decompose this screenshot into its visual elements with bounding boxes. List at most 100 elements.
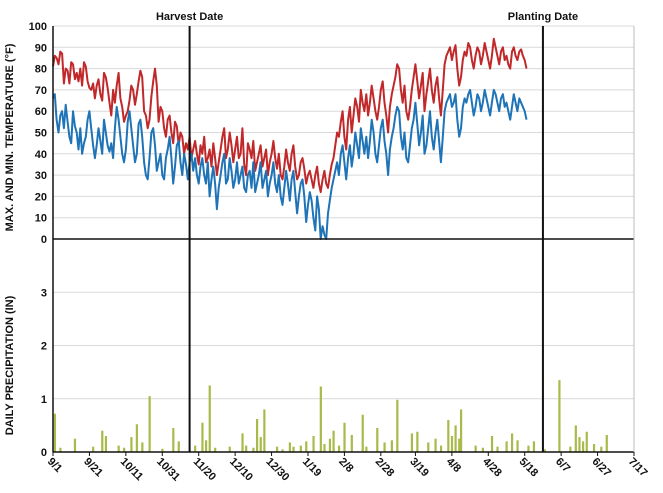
x-tick-label: 2/8 xyxy=(336,456,355,475)
precip-bar xyxy=(208,385,211,452)
precip-bar xyxy=(255,418,259,452)
precip-bar xyxy=(312,436,315,452)
precip-bar xyxy=(228,446,231,452)
precip-bar xyxy=(161,448,164,452)
precip-bar xyxy=(532,441,536,452)
temp-tick-label: 70 xyxy=(35,85,47,97)
precip-bar xyxy=(505,441,508,452)
precip-bar xyxy=(241,433,244,452)
precip-bar xyxy=(427,442,430,452)
temperature-axis-title: MAX. AND MIN. TEMPERATURE (°F) xyxy=(4,43,16,231)
precip-bar xyxy=(527,445,530,452)
x-tick-label: 9/21 xyxy=(81,456,105,480)
x-tick-label: 9/1 xyxy=(45,456,64,475)
temp-tick-label: 40 xyxy=(35,149,47,161)
precip-bar xyxy=(447,420,450,452)
precip-bar xyxy=(252,447,255,452)
precip-bar xyxy=(59,447,62,452)
precip-bar xyxy=(148,396,151,452)
precip-bar xyxy=(510,433,514,452)
precip-bar xyxy=(459,409,463,452)
x-tick-label: 2/28 xyxy=(373,456,397,480)
precip-bar xyxy=(288,442,291,452)
min-temperature-line xyxy=(52,88,528,240)
x-tick-label: 5/18 xyxy=(517,456,541,480)
precipitation-bars xyxy=(53,380,608,452)
precip-bar xyxy=(204,440,208,452)
x-tick-label: 7/17 xyxy=(626,456,650,480)
precip-bar xyxy=(214,447,217,452)
precip-bar xyxy=(263,409,266,452)
axes-layer xyxy=(52,26,635,456)
precip-bar xyxy=(201,422,204,452)
precip-bar xyxy=(592,444,596,452)
precip-bar xyxy=(281,449,284,452)
precip-bar xyxy=(117,445,120,452)
precip-bar xyxy=(177,441,180,452)
precip-bar xyxy=(135,424,138,452)
precip-bar xyxy=(600,446,603,452)
temperature-lines xyxy=(52,37,528,240)
precip-bar xyxy=(396,399,399,452)
precip-bar xyxy=(328,438,332,452)
max-temperature-line xyxy=(52,37,528,194)
x-tick-label: 12/10 xyxy=(227,456,255,484)
precip-bar xyxy=(172,428,175,452)
precip-bar xyxy=(343,422,346,452)
temp-tick-label: 20 xyxy=(35,191,47,203)
temp-tick-label: 50 xyxy=(35,128,47,140)
precip-bar xyxy=(101,430,104,452)
precip-bar xyxy=(73,438,77,452)
precip-bar xyxy=(361,414,364,452)
x-tick-label: 10/31 xyxy=(154,456,182,484)
precip-bar xyxy=(376,428,379,452)
precip-tick-label: 2 xyxy=(41,341,47,353)
precipitation-axis-title: DAILY PRECIPITATION (IN) xyxy=(4,295,16,435)
precip-tick-label: 1 xyxy=(41,394,47,406)
precip-bar xyxy=(123,447,126,452)
harvest-date-annotation: Harvest Date xyxy=(156,11,223,23)
precip-bar xyxy=(543,449,546,452)
x-tick-label: 4/28 xyxy=(480,456,504,480)
precip-bar xyxy=(516,440,519,452)
precip-bar xyxy=(323,444,326,452)
precip-bar xyxy=(490,436,494,452)
precip-bar xyxy=(496,446,499,452)
precip-bar xyxy=(383,442,386,452)
x-tick-label: 4/8 xyxy=(444,456,463,475)
grid-layer xyxy=(53,25,634,400)
precip-bar xyxy=(416,431,419,452)
precip-bar xyxy=(141,442,144,452)
temp-tick-label: 60 xyxy=(35,106,47,118)
precip-bar xyxy=(92,446,95,452)
precip-bar xyxy=(434,438,437,452)
precip-bar xyxy=(450,436,454,452)
precip-bar xyxy=(276,446,279,452)
precip-bar xyxy=(410,433,413,452)
precip-bar xyxy=(337,445,341,452)
precip-bar xyxy=(558,380,561,452)
precip-bar xyxy=(245,445,248,452)
precip-bar xyxy=(390,440,393,452)
precip-bar xyxy=(578,437,581,452)
precip-bar xyxy=(305,441,308,452)
precip-bar xyxy=(299,445,302,452)
precip-bar xyxy=(439,445,443,452)
precip-bar xyxy=(365,446,368,452)
labels-layer: 0 10 20 30 40 50 60 70 80 90 100 0 1 2 3 Harvest Date Pl… xyxy=(4,11,650,484)
x-tick-label: 11/20 xyxy=(191,456,219,484)
precip-bar xyxy=(605,434,608,452)
x-tick-label: 6/7 xyxy=(553,456,572,475)
temp-tick-label: 100 xyxy=(29,21,47,33)
precip-bar xyxy=(582,441,585,452)
planting-date-annotation: Planting Date xyxy=(508,11,578,23)
precip-bar xyxy=(585,431,588,452)
x-tick-label: 10/11 xyxy=(118,456,146,484)
precip-bar xyxy=(292,446,295,452)
precip-bar xyxy=(454,425,457,452)
precip-bar xyxy=(194,445,197,452)
precip-bar xyxy=(481,447,485,452)
precip-bar xyxy=(474,445,477,452)
x-tick-label: 3/19 xyxy=(407,456,431,480)
